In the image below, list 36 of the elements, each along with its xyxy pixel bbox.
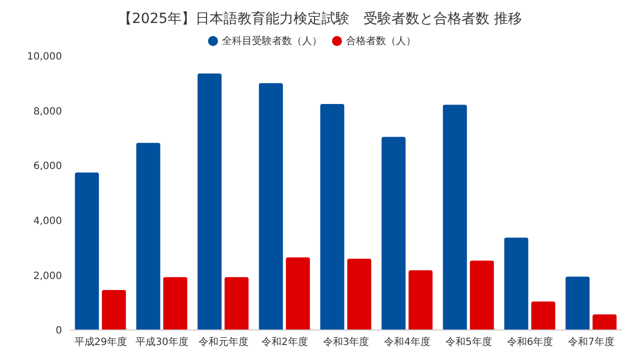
bar: [408, 270, 433, 330]
chart-title: 【2025年】日本語教育能力検定試験 受験者数と合格者数 推移: [116, 10, 524, 29]
bar: [566, 276, 590, 330]
y-tick-label: 2,000: [33, 270, 62, 282]
y-tick-label: 4,000: [33, 216, 62, 227]
x-tick-label: 令和7年度: [568, 336, 615, 348]
y-tick-label: 0: [56, 326, 62, 337]
y-tick-label: 8,000: [33, 106, 62, 118]
bar: [198, 74, 222, 330]
bar: [592, 314, 617, 330]
bar: [102, 290, 126, 330]
bar: [320, 104, 344, 330]
y-tick-label: 10,000: [27, 52, 62, 63]
bar: [531, 302, 556, 330]
bar: [258, 83, 283, 330]
legend-label: 合格者数（人）: [346, 36, 416, 47]
x-tick-label: 令和3年度: [322, 336, 370, 348]
bar: [163, 277, 188, 330]
legend-label: 全科目受験者数（人）: [222, 36, 322, 47]
x-tick-label: 平成29年度: [74, 336, 128, 348]
bar: [504, 238, 528, 330]
x-tick-label: 令和元年度: [198, 336, 248, 348]
bar: [136, 142, 160, 330]
bar: [382, 136, 406, 330]
bar: [442, 104, 467, 330]
bar: [286, 257, 310, 330]
x-tick-label: 令和5年度: [445, 336, 492, 348]
x-tick-label: 平成30年度: [136, 336, 188, 348]
x-tick-label: 令和6年度: [506, 336, 554, 348]
bar: [347, 258, 372, 330]
y-tick-label: 6,000: [33, 161, 62, 172]
bar: [74, 172, 99, 330]
bar: [224, 277, 249, 330]
bar: [470, 260, 494, 330]
x-tick-label: 令和2年度: [261, 336, 308, 348]
x-tick-label: 令和4年度: [384, 336, 431, 348]
